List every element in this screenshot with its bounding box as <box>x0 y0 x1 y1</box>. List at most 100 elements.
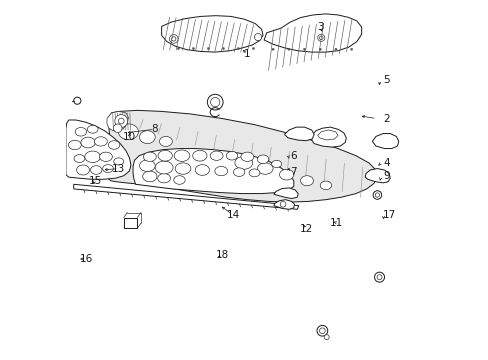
Circle shape <box>115 114 127 127</box>
Text: 17: 17 <box>382 210 395 220</box>
FancyBboxPatch shape <box>123 217 137 228</box>
Circle shape <box>171 37 176 41</box>
Polygon shape <box>284 127 313 141</box>
Polygon shape <box>273 200 294 209</box>
Ellipse shape <box>271 160 281 167</box>
Circle shape <box>237 48 239 50</box>
Text: 3: 3 <box>316 22 323 32</box>
Ellipse shape <box>74 155 84 162</box>
Ellipse shape <box>175 163 190 174</box>
Ellipse shape <box>300 176 313 186</box>
Ellipse shape <box>139 131 155 144</box>
Polygon shape <box>66 120 131 179</box>
Circle shape <box>334 48 336 50</box>
Circle shape <box>207 94 223 110</box>
Ellipse shape <box>118 124 138 140</box>
Text: 10: 10 <box>122 132 136 142</box>
Circle shape <box>287 48 289 50</box>
Circle shape <box>303 48 305 50</box>
Circle shape <box>319 36 323 40</box>
Circle shape <box>280 202 285 207</box>
Text: 9: 9 <box>383 171 389 181</box>
Polygon shape <box>264 14 361 52</box>
Ellipse shape <box>279 169 293 180</box>
Circle shape <box>350 48 352 50</box>
Circle shape <box>177 48 179 50</box>
Text: 2: 2 <box>383 113 389 123</box>
Ellipse shape <box>102 165 113 172</box>
Polygon shape <box>107 111 128 131</box>
Text: 1: 1 <box>244 49 250 59</box>
Ellipse shape <box>157 174 170 183</box>
Ellipse shape <box>75 127 86 136</box>
Ellipse shape <box>81 137 95 148</box>
Text: 6: 6 <box>290 151 297 161</box>
Ellipse shape <box>68 140 81 150</box>
Ellipse shape <box>158 150 172 161</box>
Ellipse shape <box>108 141 120 149</box>
Polygon shape <box>372 134 398 149</box>
Circle shape <box>374 272 384 282</box>
Ellipse shape <box>139 160 155 171</box>
Circle shape <box>317 34 324 41</box>
Ellipse shape <box>159 136 172 147</box>
Text: 4: 4 <box>383 158 389 168</box>
Polygon shape <box>311 127 346 147</box>
Text: 16: 16 <box>80 253 93 264</box>
Ellipse shape <box>99 152 112 161</box>
Ellipse shape <box>94 137 107 146</box>
Ellipse shape <box>155 161 173 174</box>
Circle shape <box>113 124 122 132</box>
Circle shape <box>324 335 328 340</box>
Ellipse shape <box>173 176 185 184</box>
Ellipse shape <box>210 151 223 160</box>
Ellipse shape <box>77 165 89 175</box>
Text: 11: 11 <box>329 218 343 228</box>
Text: 8: 8 <box>151 124 158 134</box>
Ellipse shape <box>192 150 206 161</box>
Circle shape <box>252 48 254 50</box>
Circle shape <box>372 191 381 199</box>
Polygon shape <box>133 149 293 194</box>
Circle shape <box>374 193 379 197</box>
Ellipse shape <box>226 152 237 160</box>
Ellipse shape <box>241 152 253 161</box>
Ellipse shape <box>195 165 209 175</box>
Circle shape <box>316 325 327 336</box>
Ellipse shape <box>174 150 189 161</box>
Circle shape <box>169 35 178 43</box>
Polygon shape <box>74 184 298 209</box>
Circle shape <box>118 118 124 124</box>
Ellipse shape <box>114 158 123 165</box>
Circle shape <box>271 48 274 50</box>
Ellipse shape <box>142 171 157 182</box>
Polygon shape <box>365 168 389 183</box>
Polygon shape <box>317 130 337 140</box>
Polygon shape <box>273 188 298 199</box>
Circle shape <box>207 48 209 50</box>
Ellipse shape <box>248 169 259 177</box>
Circle shape <box>254 33 261 41</box>
Ellipse shape <box>214 166 227 176</box>
Circle shape <box>192 48 194 50</box>
Text: 12: 12 <box>299 224 312 234</box>
Ellipse shape <box>234 157 252 169</box>
Text: 7: 7 <box>290 167 297 177</box>
Circle shape <box>74 97 81 104</box>
Circle shape <box>222 48 224 50</box>
Ellipse shape <box>143 152 156 161</box>
Circle shape <box>210 98 220 107</box>
Ellipse shape <box>233 168 244 176</box>
Polygon shape <box>162 16 263 52</box>
Ellipse shape <box>257 163 272 174</box>
Text: 5: 5 <box>383 75 389 85</box>
Circle shape <box>376 275 381 280</box>
Ellipse shape <box>320 181 331 190</box>
Text: 15: 15 <box>88 176 102 186</box>
Circle shape <box>319 48 321 50</box>
Ellipse shape <box>84 151 101 162</box>
Text: 13: 13 <box>112 163 125 174</box>
Ellipse shape <box>87 125 98 133</box>
Text: 18: 18 <box>215 250 228 260</box>
Ellipse shape <box>90 166 102 174</box>
